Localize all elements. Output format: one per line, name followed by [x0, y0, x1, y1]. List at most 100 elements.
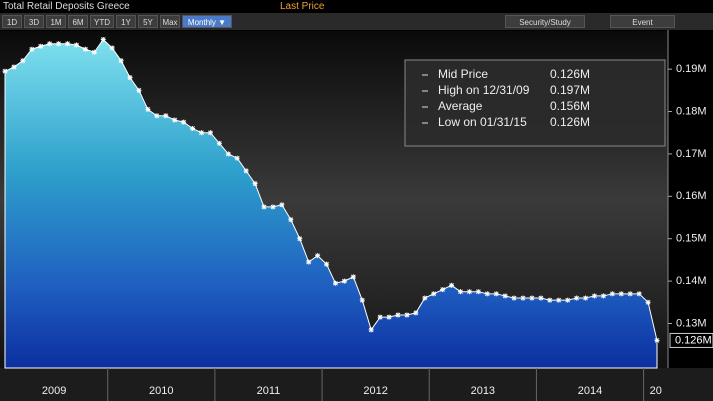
marker-stroke	[127, 75, 133, 80]
marker-stroke	[493, 291, 499, 297]
legend-label: Mid Price	[438, 67, 488, 81]
marker-stroke	[100, 37, 106, 42]
legend-label: High on 12/31/09	[438, 83, 530, 97]
marker-stroke	[449, 282, 454, 288]
marker-stroke	[565, 297, 571, 303]
point-marker	[29, 46, 35, 52]
marker-stroke	[163, 113, 169, 119]
point-marker	[341, 278, 347, 284]
y-tick-label: 0.14M	[676, 275, 707, 287]
toolbar: 1D 3D 1M 6M YTD 1Y 5Y Max Monthly ▼ Security/Stud…	[0, 13, 713, 30]
last-price-box	[669, 332, 713, 348]
point-marker	[56, 41, 62, 47]
marker-stroke	[306, 259, 312, 265]
point-marker	[2, 68, 8, 74]
x-tick-label: 2013	[471, 385, 495, 397]
marker-stroke	[270, 204, 276, 210]
marker-stroke	[118, 58, 124, 64]
point-marker	[609, 291, 615, 297]
marker-stroke	[56, 41, 61, 47]
marker-stroke	[395, 312, 401, 318]
point-marker	[645, 299, 651, 305]
marker-stroke	[261, 204, 267, 210]
marker-stroke	[502, 293, 508, 299]
marker-stroke	[288, 217, 294, 222]
x-tick-label: 2009	[42, 385, 66, 397]
point-marker	[324, 261, 330, 267]
marker-stroke	[547, 297, 553, 303]
marker-stroke	[529, 295, 535, 301]
point-marker	[359, 297, 365, 303]
point-marker	[306, 259, 312, 265]
legend-value: 0.156M	[550, 99, 590, 113]
point-marker	[484, 291, 490, 297]
point-marker	[583, 295, 589, 301]
point-marker	[511, 295, 517, 301]
marker-stroke	[65, 41, 70, 47]
marker-stroke	[190, 126, 195, 131]
marker-stroke	[359, 297, 365, 303]
range-button[interactable]: 1Y	[116, 15, 136, 28]
point-marker	[65, 41, 71, 47]
point-marker	[538, 295, 544, 301]
marker-stroke	[20, 58, 26, 64]
range-button[interactable]: 5Y	[138, 15, 158, 28]
x-tick-label: 20	[650, 385, 662, 397]
frequency-dropdown[interactable]: Monthly ▼	[182, 15, 232, 28]
point-marker	[252, 181, 258, 187]
range-button[interactable]: 1M	[46, 15, 66, 28]
x-tick-label: 2010	[149, 385, 173, 397]
point-marker	[475, 289, 481, 295]
tool-button[interactable]: Event	[610, 15, 675, 28]
x-axis-band	[0, 368, 713, 401]
price-field[interactable]: Last Price	[280, 1, 325, 12]
point-marker	[618, 291, 624, 297]
marker-stroke	[145, 107, 151, 112]
point-marker	[529, 295, 535, 301]
point-marker	[574, 295, 580, 301]
last-price-label: 0.126M	[675, 334, 712, 346]
chart-title: Total Retail Deposits Greece	[3, 1, 130, 12]
point-marker	[243, 168, 249, 174]
marker-stroke	[618, 291, 624, 297]
marker-stroke	[199, 130, 204, 136]
range-button[interactable]: 3D	[24, 15, 44, 28]
point-marker	[556, 297, 562, 303]
marker-stroke	[136, 87, 142, 93]
marker-stroke	[645, 299, 651, 305]
point-marker	[297, 236, 303, 242]
x-tick-label: 2012	[363, 385, 387, 397]
range-button[interactable]: 6M	[68, 15, 88, 28]
marker-stroke	[574, 295, 579, 301]
chart: Mid Price 0.126M High on 12/31/09 0.197M Ave…	[0, 30, 713, 401]
point-marker	[547, 297, 553, 303]
x-tick-label: 2011	[257, 385, 281, 397]
range-button[interactable]: YTD	[90, 15, 114, 28]
marker-stroke	[413, 310, 419, 316]
marker-stroke	[217, 140, 222, 146]
point-marker	[395, 312, 401, 318]
point-marker	[404, 312, 410, 318]
point-marker	[181, 119, 187, 125]
x-tick-label: 2014	[578, 385, 602, 397]
point-marker	[654, 337, 660, 343]
point-marker	[413, 310, 419, 316]
point-marker	[627, 291, 633, 297]
point-marker	[332, 280, 338, 286]
range-button[interactable]: Max	[160, 15, 180, 28]
point-marker	[315, 253, 321, 259]
point-marker	[288, 217, 294, 223]
point-marker	[47, 41, 53, 47]
marker-stroke	[484, 291, 490, 297]
marker-stroke	[422, 295, 428, 301]
point-marker	[261, 204, 267, 210]
point-marker	[368, 327, 374, 333]
point-marker	[466, 289, 472, 295]
marker-stroke	[467, 289, 472, 295]
range-button[interactable]: 1D	[2, 15, 22, 28]
y-tick-label: 0.17M	[676, 148, 707, 160]
point-marker	[350, 274, 356, 280]
marker-stroke	[11, 64, 17, 70]
marker-stroke	[386, 314, 392, 320]
tool-button[interactable]: Security/Study	[505, 15, 585, 28]
